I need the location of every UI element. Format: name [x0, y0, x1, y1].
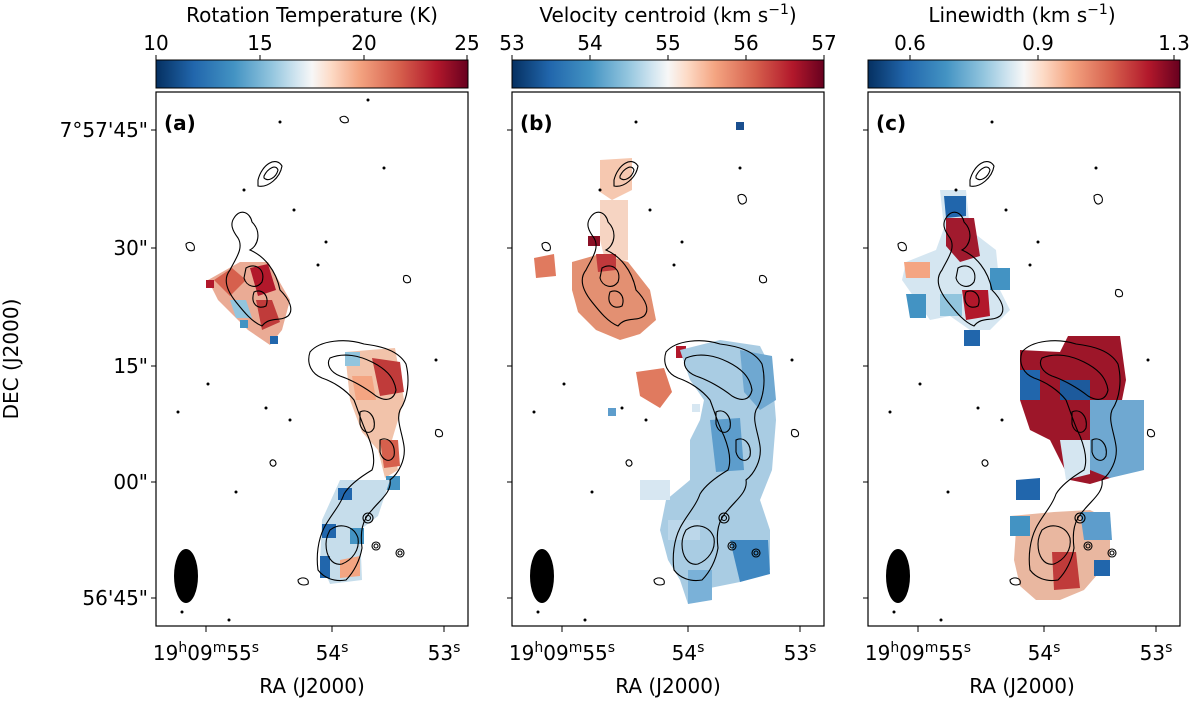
colorbar-b-tick-55: 55	[655, 31, 680, 55]
x-tick-a-2: 53s	[428, 640, 461, 665]
y-tick-30: 30"	[113, 236, 148, 260]
colorbar-b-tick-54: 54	[577, 31, 602, 55]
x-tick-c-1: 54s	[1028, 640, 1061, 665]
colorbar-c-tick-0-9: 0.9	[1022, 31, 1054, 55]
y-tick-56-45: 56'45"	[82, 586, 148, 610]
axes-a-frame	[155, 91, 469, 627]
colorbar-a-tick-25: 25	[454, 31, 479, 55]
colorbar-b	[511, 59, 825, 89]
map-a-pixels	[206, 262, 404, 584]
beam-b	[530, 549, 554, 603]
colorbar-c-tick-1-3: 1.3	[1158, 31, 1190, 55]
contours-c	[897, 161, 1156, 586]
panel-a: Rotation Temperature (K) 10 15 20 25	[0, 3, 480, 698]
contours-a	[185, 115, 444, 586]
x-tick-b-1: 54s	[672, 640, 705, 665]
colorbar-c-title: Linewidth (km s−1)	[928, 2, 1115, 27]
colorbar-c	[867, 59, 1181, 89]
colorbar-a-title: Rotation Temperature (K)	[186, 3, 438, 27]
x-tick-c-2: 53s	[1140, 640, 1173, 665]
panel-b: Velocity centroid (km s−1) 53 54 55 56 5…	[499, 2, 836, 698]
x-axis-label-c: RA (J2000)	[969, 674, 1075, 698]
panel-c-label: (c)	[876, 111, 906, 135]
beam-c	[886, 549, 910, 603]
x-tick-a-0: 19h09m55s	[153, 640, 259, 665]
x-tick-b-2: 53s	[784, 640, 817, 665]
map-c-pixels	[902, 190, 1144, 600]
x-axis-label-a: RA (J2000)	[259, 674, 365, 698]
contours-b	[541, 161, 800, 586]
colorbar-b-tick-56: 56	[733, 31, 758, 55]
y-tick-57-45: 7°57'45"	[60, 118, 148, 142]
colorbar-a	[155, 59, 469, 89]
x-tick-c-0: 19h09m55s	[865, 640, 971, 665]
colorbar-a-tick-10: 10	[143, 31, 168, 55]
contour-dots-b	[532, 120, 794, 622]
x-tick-b-0: 19h09m55s	[509, 640, 615, 665]
contour-dots-c	[888, 120, 1150, 622]
panel-a-label: (a)	[164, 111, 196, 135]
axes-c-frame	[867, 91, 1181, 627]
x-tick-a-1: 54s	[316, 640, 349, 665]
colorbar-c-tick-0-6: 0.6	[894, 31, 926, 55]
colorbar-a-tick-20: 20	[351, 31, 376, 55]
colorbar-b-tick-57: 57	[811, 31, 836, 55]
y-tick-00: 00"	[113, 470, 148, 494]
y-tick-15: 15"	[113, 354, 148, 378]
colorbar-b-tick-53: 53	[499, 31, 524, 55]
axes-b-frame	[511, 91, 825, 627]
panel-c: Linewidth (km s−1) 0.6 0.9 1.3	[863, 2, 1190, 698]
colorbar-a-tick-15: 15	[247, 31, 272, 55]
beam-a	[174, 549, 198, 603]
y-axis-label: DEC (J2000)	[0, 299, 23, 420]
contour-dots-a	[176, 98, 438, 622]
x-axis-label-b: RA (J2000)	[615, 674, 721, 698]
colorbar-b-title: Velocity centroid (km s−1)	[539, 2, 796, 27]
panel-b-label: (b)	[520, 111, 553, 135]
